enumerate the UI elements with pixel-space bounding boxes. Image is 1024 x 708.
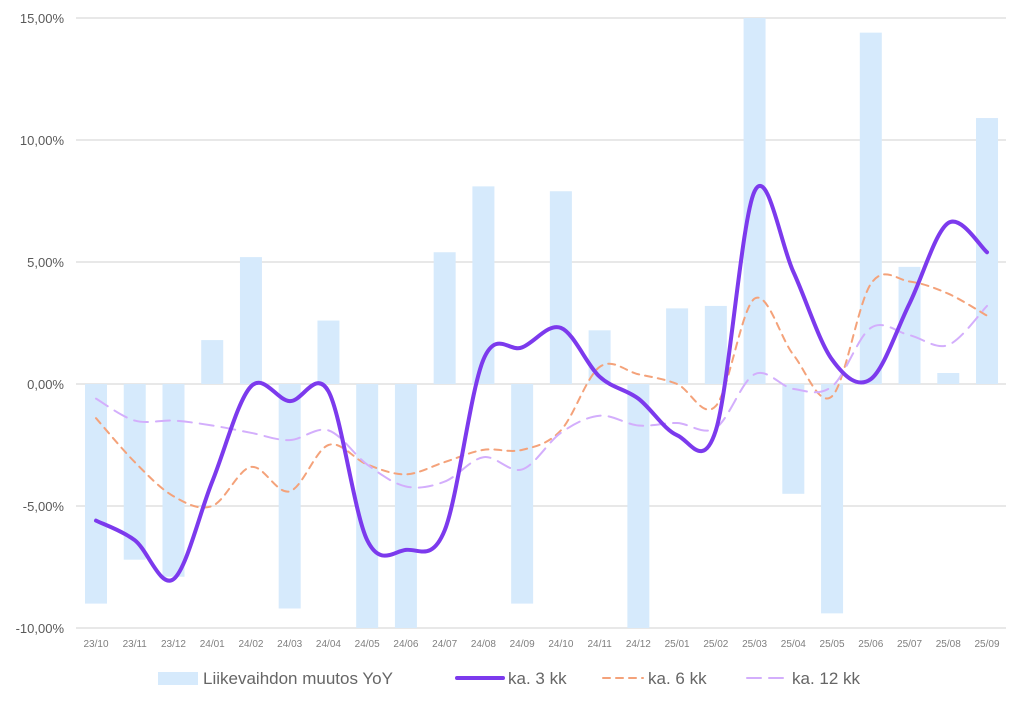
x-tick-label: 24/10 [548,639,573,650]
x-tick-label: 24/01 [200,639,225,650]
x-tick-label: 24/08 [471,639,496,650]
legend-item: ka. 6 kk [602,669,707,688]
bar [859,32,882,384]
legend-label: ka. 3 kk [508,669,567,688]
x-tick-label: 23/10 [83,639,108,650]
x-tick-label: 24/07 [432,639,457,650]
gridlines [76,17,1006,629]
bar [394,384,417,628]
bar [356,384,379,628]
bar [511,384,534,604]
legend-item: ka. 12 kk [746,669,861,688]
y-tick-label: 5,00% [27,255,64,270]
x-tick-label: 24/04 [316,639,341,650]
legend-label: ka. 6 kk [648,669,707,688]
bar [743,18,766,385]
bar [239,257,262,384]
bar [317,320,340,384]
y-tick-label: 15,00% [20,11,65,26]
x-tick-label: 23/12 [161,639,186,650]
x-tick-label: 25/03 [742,639,767,650]
bar [278,384,301,609]
x-tick-label: 24/05 [355,639,380,650]
y-tick-label: -5,00% [23,499,65,514]
bar [472,186,495,384]
x-tick-label: 24/11 [587,639,612,650]
x-tick-label: 24/09 [510,639,535,650]
x-tick-label: 25/01 [665,639,690,650]
x-tick-label: 24/03 [277,639,302,650]
x-tick-label: 25/07 [897,639,922,650]
series-line-3 [95,304,989,489]
legend: Liikevaihdon muutos YoY ka. 3 kk ka. 6 kk k… [158,669,861,688]
bar [704,305,727,384]
bar [627,384,650,628]
x-tick-label: 23/11 [123,639,148,650]
y-tick-label: 10,00% [20,133,65,148]
y-tick-label: 0,00% [27,377,64,392]
legend-item: ka. 3 kk [455,669,567,688]
x-tick-label: 24/02 [238,639,263,650]
legend-label: ka. 12 kk [792,669,861,688]
x-tick-label: 24/06 [393,639,418,650]
series-line-2 [95,273,989,509]
legend-label: Liikevaihdon muutos YoY [203,669,393,688]
bar [433,252,456,384]
x-axis-ticks: 23/10 23/11 23/12 24/01 24/02 24/03 24/04 24/05… [83,639,999,650]
bar [549,191,572,384]
bar [85,384,107,604]
bar [201,340,224,384]
x-tick-label: 25/06 [858,639,883,650]
y-tick-label: -10,00% [16,621,65,636]
bar [782,384,805,494]
bar-series [85,18,999,628]
x-tick-label: 25/08 [936,639,961,650]
legend-swatch [158,672,198,685]
x-tick-label: 25/05 [820,639,845,650]
bar [821,384,844,614]
y-axis-ticks: 15,00% 10,00% 5,00% 0,00% -5,00% -10,00% [16,11,65,636]
x-tick-label: 25/04 [781,639,806,650]
line-series [94,184,990,583]
bar [123,384,146,560]
bar [937,373,960,384]
series-line-1 [94,184,990,583]
legend-item: Liikevaihdon muutos YoY [158,669,393,688]
x-tick-label: 25/09 [975,639,1000,650]
x-tick-label: 24/12 [626,639,651,650]
bar [666,308,689,384]
bar [162,384,185,577]
x-tick-label: 25/02 [703,639,728,650]
